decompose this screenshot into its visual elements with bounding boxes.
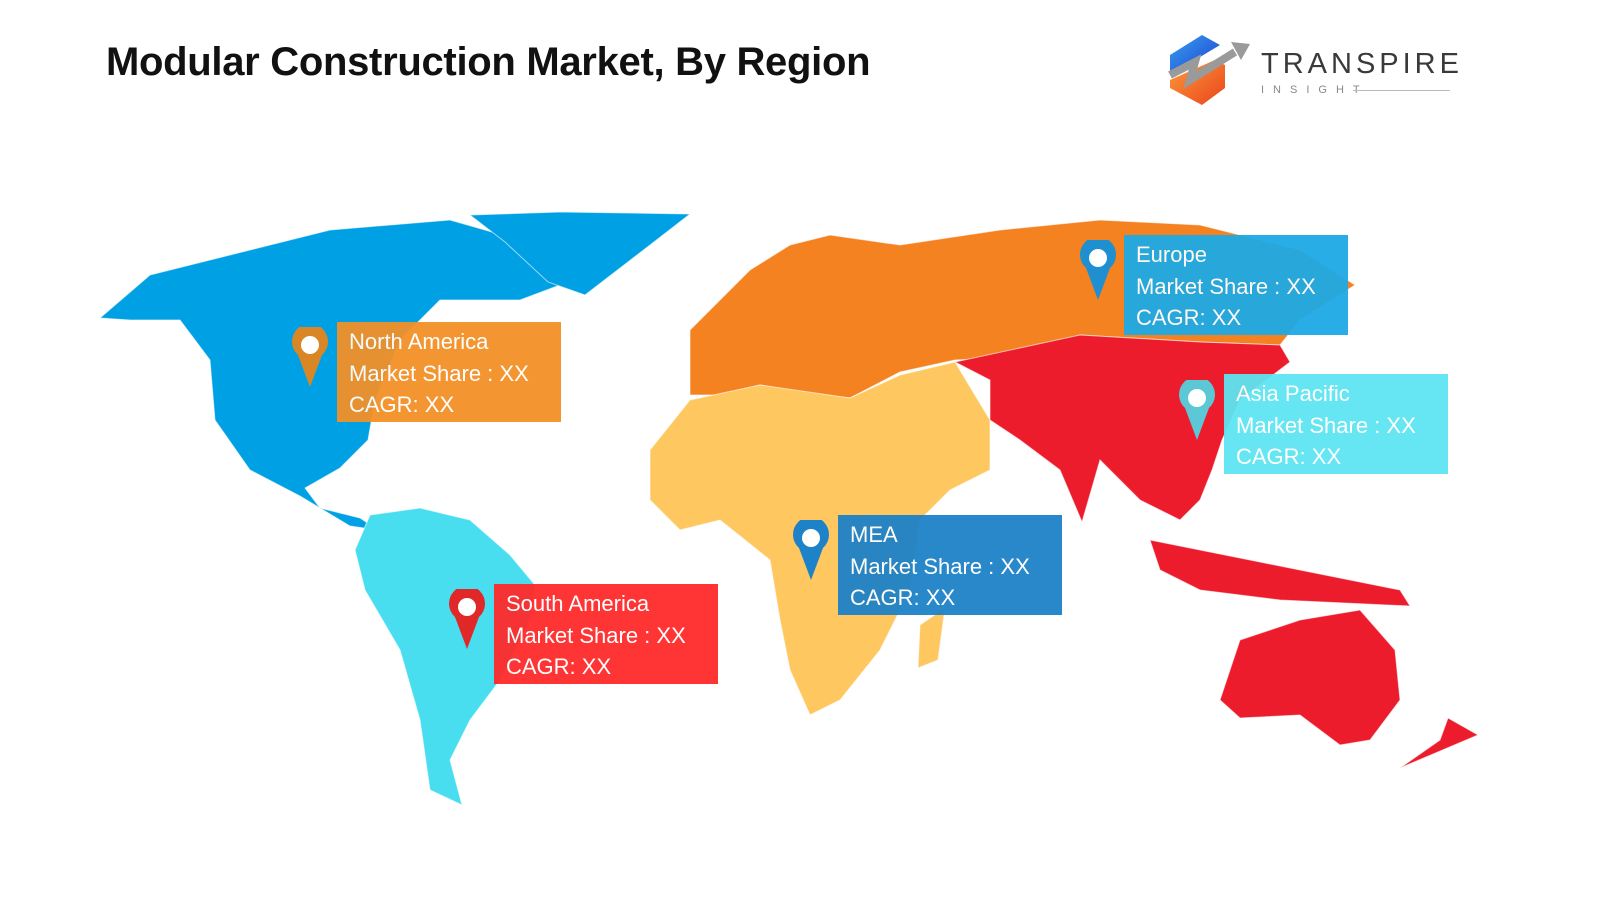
region-name: South America xyxy=(506,591,650,616)
map-pin-icon xyxy=(292,327,328,387)
cagr: CAGR: XX xyxy=(1136,305,1242,330)
region-name: North America xyxy=(349,329,489,354)
market-share: Market Share : XX xyxy=(349,360,529,386)
asia-pacific-callout: Asia Pacific Market Share : XX CAGR: XX xyxy=(1224,374,1448,474)
cagr: CAGR: XX xyxy=(506,654,612,679)
logo-tagline: INSIGHT xyxy=(1261,84,1369,96)
north-america-callout: North America Market Share : XX CAGR: XX xyxy=(337,322,561,422)
madagascar-land xyxy=(917,606,946,669)
south-america-land xyxy=(354,507,536,806)
map-pin-icon xyxy=(449,589,485,649)
market-share: Market Share : XX xyxy=(1236,412,1416,438)
indonesia-land xyxy=(1149,539,1411,607)
region-name: MEA xyxy=(850,522,898,547)
new-zealand-land xyxy=(1399,717,1480,769)
logo-name: TRANSPIRE xyxy=(1261,48,1463,80)
cagr: CAGR: XX xyxy=(349,392,455,417)
australia-land xyxy=(1219,609,1401,746)
cagr: CAGR: XX xyxy=(850,585,956,610)
map-pin-icon xyxy=(1080,240,1116,300)
region-name: Asia Pacific xyxy=(1236,381,1350,406)
logo-divider xyxy=(1353,90,1450,91)
transpire-logo: TRANSPIRE INSIGHT xyxy=(1165,30,1459,110)
page-title: Modular Construction Market, By Region xyxy=(106,40,871,84)
map-pin-icon xyxy=(1179,380,1215,440)
greenland-land xyxy=(468,211,692,296)
market-share: Market Share : XX xyxy=(1136,273,1316,299)
europe-callout: Europe Market Share : XX CAGR: XX xyxy=(1124,235,1348,335)
south-america-callout: South America Market Share : XX CAGR: XX xyxy=(494,584,718,684)
market-share: Market Share : XX xyxy=(506,622,686,648)
region-name: Europe xyxy=(1136,242,1207,267)
market-share: Market Share : XX xyxy=(850,553,1030,579)
cagr: CAGR: XX xyxy=(1236,444,1342,469)
map-pin-icon xyxy=(793,520,829,580)
logo-mark-icon xyxy=(1168,35,1250,105)
north-america-land xyxy=(98,219,561,531)
mea-callout: MEA Market Share : XX CAGR: XX xyxy=(838,515,1062,615)
